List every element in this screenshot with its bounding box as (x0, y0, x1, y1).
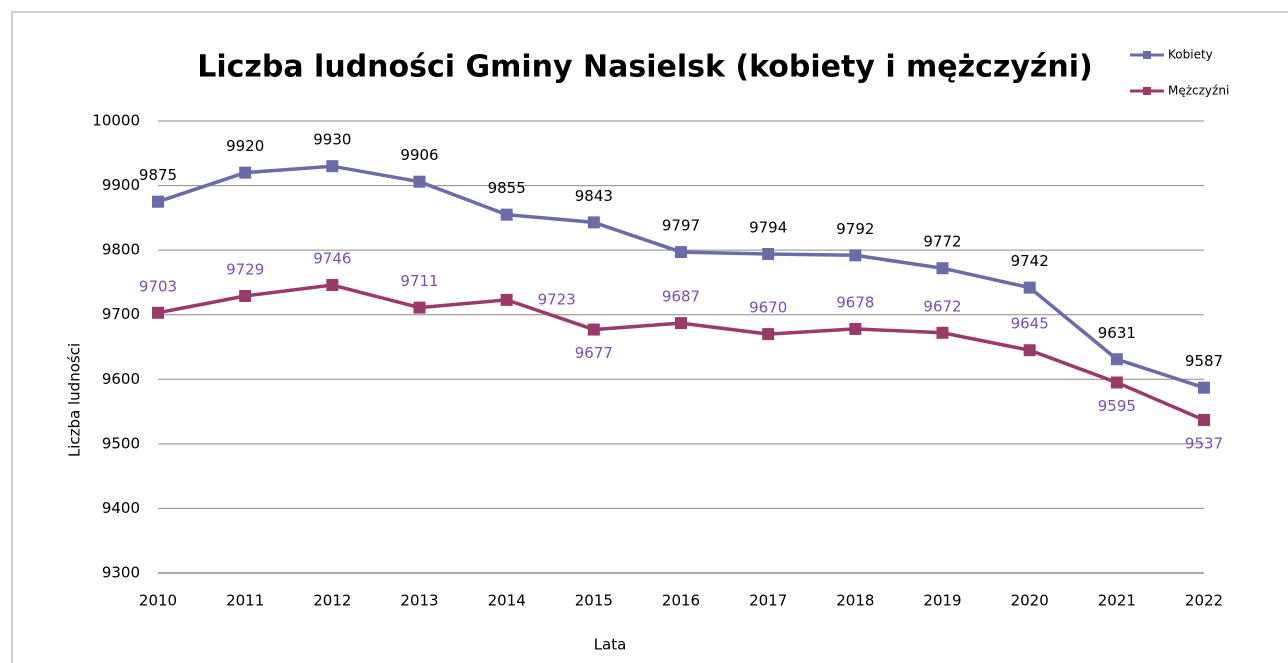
marker (1110, 376, 1123, 389)
data-label: 9595 (1098, 397, 1136, 415)
x-tick-label: 2013 (400, 592, 438, 610)
marker (413, 175, 426, 188)
marker (239, 289, 252, 302)
data-label: 9711 (400, 272, 438, 290)
legend-label: Mężczyźni (1168, 84, 1229, 98)
frame (11, 11, 1288, 663)
data-label: 9678 (836, 293, 874, 311)
legend-marker (1143, 87, 1151, 95)
data-label: 9794 (749, 219, 787, 237)
y-tick-label: 10000 (92, 112, 140, 130)
x-tick-label: 2015 (575, 592, 613, 610)
marker (1198, 381, 1210, 394)
y-tick-label: 9900 (102, 176, 140, 194)
data-label: 9855 (488, 179, 526, 197)
marker (1023, 344, 1036, 357)
y-tick-label: 9600 (102, 370, 140, 388)
marker (936, 326, 949, 339)
data-label: 9631 (1098, 324, 1136, 342)
data-label: 9703 (139, 277, 177, 295)
x-tick-label: 2018 (836, 592, 874, 610)
data-label: 9587 (1185, 352, 1223, 370)
marker (152, 195, 164, 208)
marker (849, 322, 862, 335)
x-tick-label: 2021 (1098, 592, 1136, 610)
data-label: 9537 (1185, 434, 1223, 452)
x-tick-label: 2011 (226, 592, 264, 610)
y-tick-label: 9300 (102, 564, 140, 582)
data-label: 9843 (575, 187, 613, 205)
x-tick-label: 2010 (139, 592, 177, 610)
x-tick-label: 2014 (488, 592, 526, 610)
data-label: 9729 (226, 260, 264, 278)
marker (675, 317, 687, 330)
data-label: 9875 (139, 166, 177, 184)
x-tick-label: 2020 (1011, 592, 1049, 610)
y-tick-label: 9500 (102, 434, 140, 452)
data-label: 9672 (923, 297, 961, 315)
marker (587, 216, 600, 229)
x-tick-label: 2019 (923, 592, 961, 610)
marker (326, 279, 339, 292)
data-label: 9930 (313, 131, 351, 149)
y-tick-label: 9800 (102, 241, 140, 259)
marker (500, 293, 513, 306)
data-label: 9670 (749, 299, 787, 317)
legend-label: Kobiety (1168, 48, 1213, 62)
marker (675, 246, 687, 259)
chart-title: Liczba ludności Gminy Nasielsk (kobiety … (197, 50, 1092, 85)
marker (239, 166, 252, 179)
marker (1198, 413, 1210, 426)
y-tick-label: 9700 (102, 305, 140, 323)
y-axis-label: Liczba ludności (66, 343, 84, 457)
marker (1023, 281, 1036, 294)
marker (413, 301, 426, 314)
data-label: 9677 (575, 344, 613, 362)
x-tick-label: 2022 (1185, 592, 1223, 610)
data-label: 9742 (1011, 252, 1049, 270)
data-label: 9772 (923, 233, 961, 251)
data-label: 9906 (400, 146, 438, 164)
y-tick-label: 9400 (102, 499, 140, 517)
marker (1110, 353, 1123, 366)
marker (762, 328, 775, 341)
data-label: 9687 (662, 288, 700, 306)
legend-marker (1143, 51, 1151, 59)
data-label: 9797 (662, 217, 700, 235)
data-label: 9746 (313, 250, 351, 268)
data-label: 9920 (226, 137, 264, 155)
x-tick-label: 2016 (662, 592, 700, 610)
marker (849, 249, 862, 262)
x-axis-label: Lata (594, 636, 627, 654)
series-line (157, 164, 1205, 390)
marker (326, 160, 339, 173)
data-label: 9723 (538, 290, 576, 308)
marker (152, 306, 164, 319)
marker (587, 323, 600, 336)
data-label: 9645 (1011, 315, 1049, 333)
marker (936, 262, 949, 275)
x-tick-label: 2017 (749, 592, 787, 610)
marker (500, 208, 513, 221)
marker (762, 248, 775, 261)
data-label: 9792 (836, 220, 874, 238)
x-tick-label: 2012 (313, 592, 351, 610)
